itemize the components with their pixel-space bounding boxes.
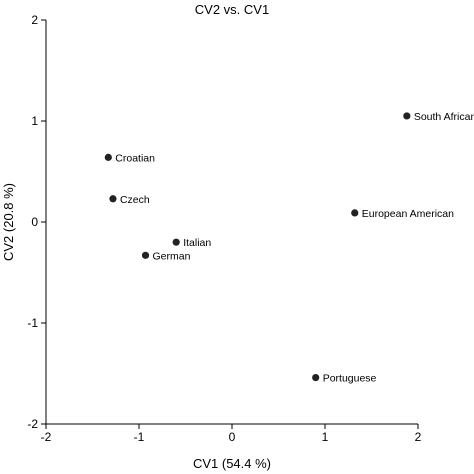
data-point-label: Czech [120, 194, 150, 206]
x-tick-label: 1 [322, 430, 329, 444]
data-point [312, 373, 320, 382]
data-point [172, 238, 180, 246]
data-point [109, 195, 117, 203]
x-axis-label: CV1 (54.4 %) [193, 456, 271, 471]
y-tick-label: -1 [27, 316, 38, 330]
y-tick-label: -2 [27, 417, 38, 431]
y-tick-label: 2 [31, 13, 38, 27]
data-point [104, 153, 112, 161]
data-point-label: Portuguese [323, 373, 377, 385]
data-point-label: German [153, 250, 191, 262]
y-axis-ticks: -2 -1 0 1 2 [27, 13, 46, 431]
x-axis-ticks: -2 -1 0 1 2 [41, 424, 422, 444]
y-axis-label: CV2 (20.8 %) [1, 183, 16, 261]
data-point [351, 209, 359, 217]
x-tick-label: 0 [229, 430, 236, 444]
x-tick-label: 2 [415, 430, 422, 444]
y-tick-label: 0 [31, 215, 38, 229]
y-tick-label: 1 [31, 114, 38, 128]
data-point-label: South African [414, 111, 474, 123]
x-tick-label: -1 [134, 430, 145, 444]
chart-title: CV2 vs. CV1 [195, 2, 269, 17]
data-points: South African Croatian Czech European Ameri… [104, 111, 474, 385]
data-point-label: Croatian [115, 152, 155, 164]
data-point [403, 112, 411, 120]
data-point-label: European American [362, 208, 454, 220]
data-point-label: Italian [183, 237, 211, 249]
data-point [141, 251, 150, 259]
x-tick-label: -2 [41, 430, 52, 444]
